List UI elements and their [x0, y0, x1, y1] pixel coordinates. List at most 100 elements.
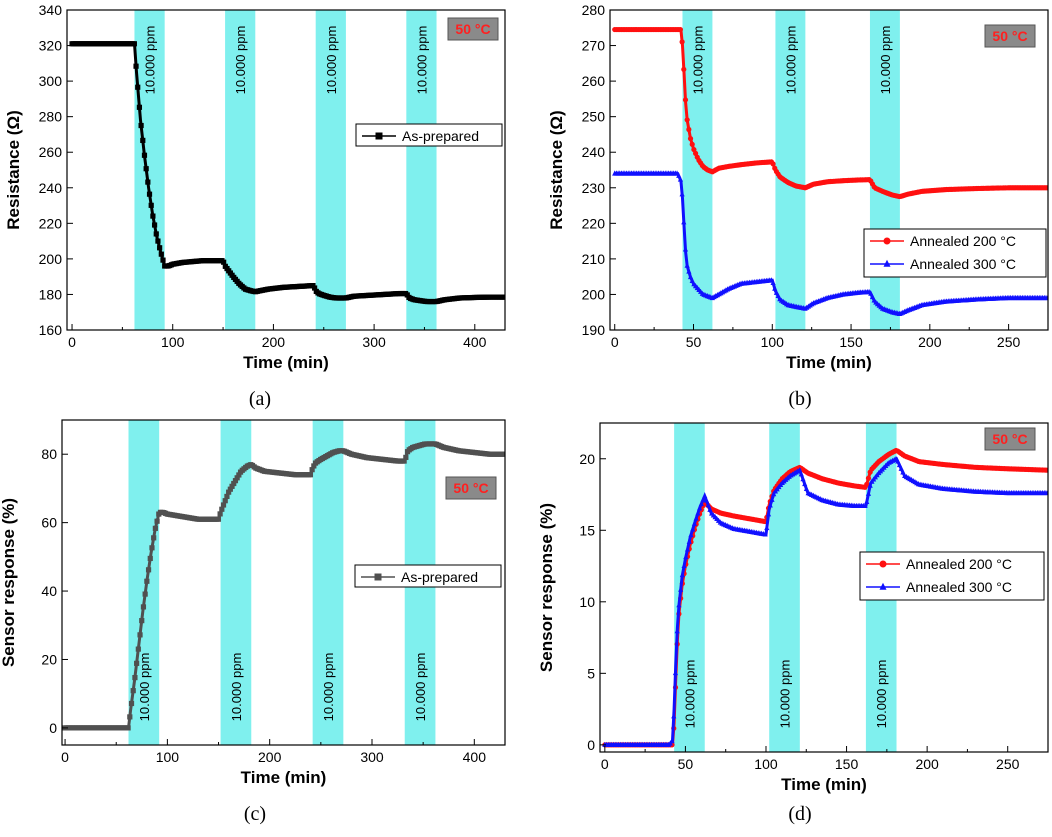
gas-exposure-band: [312, 420, 344, 745]
data-point: [770, 161, 776, 167]
temperature-badge-text: 50 °C: [453, 480, 488, 496]
data-point: [311, 463, 317, 469]
data-point: [234, 475, 240, 481]
data-point: [136, 104, 143, 110]
y-tick-label: 260: [582, 73, 606, 89]
gas-exposure-label: 10.000 ppm: [778, 660, 793, 729]
y-tick-label: 280: [582, 2, 606, 18]
x-tick-label: 250: [997, 334, 1021, 350]
y-tick-label: 240: [39, 180, 63, 196]
gas-exposure-band: [315, 10, 346, 330]
data-point: [678, 586, 684, 592]
data-point: [153, 231, 159, 237]
data-point: [232, 478, 239, 484]
data-point: [307, 472, 314, 478]
data-point: [135, 84, 141, 90]
data-point: [895, 458, 901, 464]
data-point: [677, 26, 684, 33]
chart-c: 10.000 ppm 10.000 ppm 10.000 ppm 10.000 ppm…: [0, 419, 506, 825]
legend-box: [859, 551, 1045, 601]
data-point: [155, 238, 161, 244]
data-point: [145, 179, 151, 185]
x-tick-label: 400: [463, 749, 487, 765]
data-point: [686, 268, 692, 274]
data-point: [137, 632, 143, 638]
temperature-badge: [984, 427, 1036, 451]
data-point: [697, 505, 703, 511]
data-point: [147, 555, 153, 562]
legend: Annealed 200 °C Annealed 300 °C: [859, 551, 1045, 601]
legend-entry: Annealed 200 °C: [906, 556, 1012, 572]
data-point: [227, 486, 233, 492]
data-point: [148, 202, 154, 208]
data-point: [796, 467, 803, 473]
data-point: [677, 176, 684, 182]
data-point: [222, 498, 228, 504]
data-point: [128, 700, 135, 707]
y-axis-label: Sensor response (%): [0, 498, 18, 667]
data-point: [689, 277, 695, 283]
y-tick-label: 20: [41, 651, 57, 667]
temperature-badge: [445, 476, 497, 500]
data-point: [220, 502, 227, 508]
gas-exposure-band: [220, 420, 252, 745]
y-tick-label: 250: [582, 109, 606, 125]
y-tick-label: 200: [39, 251, 63, 267]
data-point: [127, 714, 133, 720]
x-tick-label: 150: [839, 334, 863, 350]
x-tick-label: 200: [258, 749, 282, 765]
data-point: [691, 520, 698, 526]
data-point: [1045, 185, 1048, 191]
data-point: [682, 97, 689, 103]
y-tick-label: 40: [41, 583, 57, 599]
data-point: [154, 518, 160, 524]
x-tick-label: 200: [262, 334, 286, 350]
data-point: [898, 465, 904, 471]
x-tick-label: 200: [915, 756, 939, 772]
data-point: [676, 172, 682, 178]
gas-exposure-label: 10.000 ppm: [233, 26, 248, 95]
x-tick-label: 300: [362, 334, 386, 350]
data-point: [135, 646, 141, 652]
series-annealed-300-c: [602, 455, 1048, 747]
data-point: [798, 471, 804, 477]
panel-caption: (a): [249, 388, 271, 410]
data-point: [142, 591, 148, 597]
legend-swatch-marker: [883, 237, 891, 245]
panel-caption: (d): [788, 803, 811, 825]
y-tick-label: 300: [39, 73, 63, 89]
gas-exposure-band: [134, 10, 165, 330]
data-point: [133, 63, 139, 69]
series-as-prepared: [62, 441, 505, 731]
data-point: [772, 285, 778, 291]
legend-box: [355, 123, 503, 147]
x-tick-label: 100: [754, 756, 778, 772]
data-point: [896, 461, 903, 468]
gas-exposure-label: 10.000 ppm: [874, 660, 889, 729]
gas-exposure-label: 10.000 ppm: [414, 26, 429, 95]
data-point: [144, 578, 150, 584]
x-tick-label: 100: [761, 334, 785, 350]
data-point: [686, 126, 692, 133]
data-point: [700, 496, 706, 503]
gas-exposure-label: 10.000 ppm: [413, 653, 428, 722]
data-point: [687, 273, 694, 280]
data-point: [682, 246, 689, 252]
legend-entry: Annealed 300 °C: [906, 579, 1012, 595]
gas-exposure-label: 10.000 ppm: [878, 26, 893, 95]
data-point: [150, 213, 156, 219]
legend-entry: Annealed 300 °C: [910, 256, 1016, 272]
panel-caption: (b): [788, 388, 811, 410]
x-tick-label: 150: [835, 756, 859, 772]
data-point: [215, 516, 222, 522]
data-point: [867, 482, 873, 488]
y-tick-label: 0: [49, 720, 57, 736]
data-point: [686, 538, 692, 544]
data-point: [762, 531, 768, 537]
y-tick-label: 220: [582, 215, 606, 231]
data-point: [676, 602, 682, 608]
data-point: [1045, 489, 1048, 496]
data-point: [157, 245, 163, 251]
